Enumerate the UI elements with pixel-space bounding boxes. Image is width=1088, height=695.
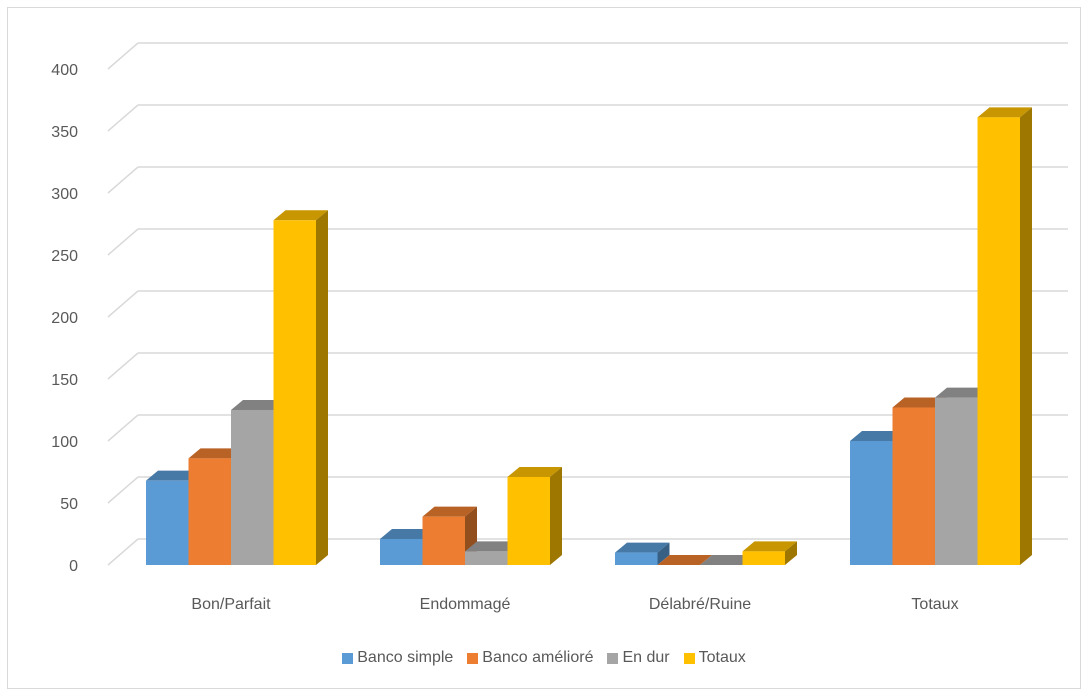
y-tick-label: 350 xyxy=(51,124,78,141)
legend-item: Banco simple xyxy=(342,649,453,667)
bar-top xyxy=(422,506,477,517)
bar-top xyxy=(892,397,947,408)
legend-swatch xyxy=(683,652,695,664)
gridline-side xyxy=(107,104,139,132)
bar xyxy=(380,538,423,565)
bar xyxy=(146,480,189,565)
bar-top xyxy=(657,555,712,565)
chart-area xyxy=(7,7,1081,689)
y-tick-label: 250 xyxy=(51,248,78,265)
legend-swatch xyxy=(467,652,479,664)
gridline-side xyxy=(107,228,139,256)
legend-item: Totaux xyxy=(683,649,746,667)
y-tick-label: 100 xyxy=(51,434,78,451)
gridline-side xyxy=(107,414,139,442)
y-tick-label: 0 xyxy=(69,558,78,575)
bar-top xyxy=(850,431,905,441)
bar-top xyxy=(231,400,286,410)
gridline-side xyxy=(107,166,139,194)
bar-top xyxy=(188,448,243,459)
gridline-side xyxy=(107,476,139,504)
x-category-label: Totaux xyxy=(911,596,958,613)
bar-side xyxy=(1020,107,1032,566)
legend-item: Banco amélioré xyxy=(467,649,593,667)
bar-side xyxy=(785,541,797,565)
bar-side xyxy=(657,542,670,565)
bar xyxy=(935,397,978,565)
gridline-side xyxy=(107,42,139,70)
legend-swatch xyxy=(342,652,354,664)
x-category-label: Bon/Parfait xyxy=(191,596,271,613)
bar-top xyxy=(146,470,201,481)
y-tick-label: 50 xyxy=(60,496,78,513)
bar xyxy=(231,410,274,565)
legend-label: Totaux xyxy=(698,649,746,666)
y-tick-label: 150 xyxy=(51,372,78,389)
y-tick-label: 300 xyxy=(51,186,78,203)
bar xyxy=(422,516,465,565)
bar xyxy=(977,117,1020,566)
gridline-side xyxy=(107,352,139,380)
gridline-side xyxy=(107,538,139,566)
bar xyxy=(892,407,935,565)
legend-label: Banco simple xyxy=(357,649,454,666)
bar xyxy=(615,552,658,565)
chart-legend: Banco simple Banco amélioré En dur Totaux xyxy=(0,649,1088,667)
bar xyxy=(273,220,316,565)
bar-top xyxy=(935,387,990,398)
bar xyxy=(507,476,550,565)
bar xyxy=(850,441,893,565)
bar xyxy=(465,551,508,565)
bar-top xyxy=(742,541,797,552)
bar-top xyxy=(977,107,1032,118)
y-tick-label: 200 xyxy=(51,310,78,327)
legend-label: En dur xyxy=(622,649,670,666)
bar-side xyxy=(316,210,328,565)
bar xyxy=(188,458,231,565)
y-tick-label: 400 xyxy=(51,62,78,79)
legend-item: En dur xyxy=(607,649,670,667)
bar-top xyxy=(380,528,435,539)
bar-top xyxy=(273,210,328,221)
legend-label: Banco amélioré xyxy=(482,649,594,666)
legend-swatch xyxy=(607,652,619,664)
bar-top xyxy=(465,541,520,552)
gridline-side xyxy=(107,290,139,318)
bar-top xyxy=(700,555,755,565)
bar-top xyxy=(615,542,670,553)
bar-top xyxy=(507,466,562,477)
bar xyxy=(742,551,785,565)
x-category-label: Endommagé xyxy=(420,596,511,613)
bar-side xyxy=(550,466,562,565)
x-category-label: Délabré/Ruine xyxy=(649,596,751,613)
